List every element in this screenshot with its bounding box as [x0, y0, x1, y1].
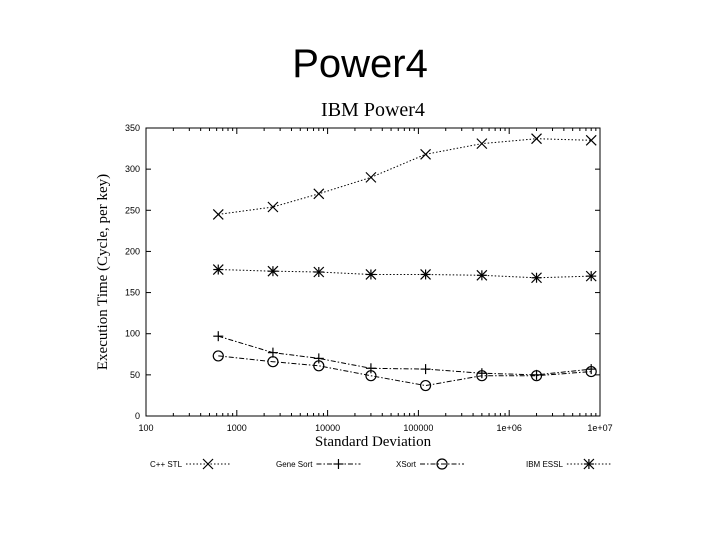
data-point — [420, 269, 432, 280]
y-axis-label: Execution Time (Cycle, per key) — [95, 174, 111, 370]
legend-marker — [583, 458, 595, 470]
legend-item: C++ STL — [150, 458, 231, 470]
data-point — [365, 171, 377, 183]
legend-item: IBM ESSL — [526, 458, 611, 470]
x-tick-label: 100 — [138, 423, 153, 433]
y-tick-label: 200 — [125, 246, 140, 256]
y-tick-label: 0 — [135, 411, 140, 421]
data-point — [585, 270, 597, 282]
data-point — [267, 356, 279, 368]
legend-marker — [333, 459, 344, 469]
x-tick-label: 10000 — [315, 423, 340, 433]
data-point — [530, 370, 543, 382]
y-tick-label: 100 — [125, 329, 140, 339]
y-axis: 0 50 100 150 200 250 300 350 — [125, 123, 600, 421]
data-point — [476, 368, 487, 379]
data-point — [531, 133, 542, 145]
data-point — [212, 350, 224, 362]
series-line — [218, 269, 592, 279]
y-tick-label: 350 — [125, 123, 140, 133]
legend-marker — [436, 458, 448, 470]
data-point — [585, 365, 597, 378]
series-layer — [212, 133, 597, 392]
legend: C++ STL Gene Sort XSort IBM ESSL — [150, 458, 611, 470]
legend-marker — [202, 458, 214, 470]
x-tick-label: 1000 — [227, 423, 247, 433]
data-point — [420, 148, 432, 160]
x-tick-label: 1e+07 — [587, 423, 612, 433]
data-point — [476, 269, 488, 281]
legend-item: XSort — [396, 458, 465, 470]
series-line — [218, 138, 592, 215]
data-point — [267, 347, 278, 358]
y-tick-label: 300 — [125, 164, 140, 174]
data-point — [476, 370, 488, 382]
series-+ — [213, 331, 597, 380]
data-point — [365, 370, 377, 382]
slide-title: Power4 — [292, 42, 428, 86]
legend-item: Gene Sort — [276, 459, 361, 469]
data-point — [531, 369, 542, 380]
y-tick-label: 250 — [125, 205, 140, 215]
data-point — [313, 188, 325, 200]
data-point — [531, 272, 542, 284]
series-x — [212, 133, 597, 220]
data-point — [586, 364, 597, 375]
plot-frame — [145, 127, 601, 417]
legend-label: Gene Sort — [276, 460, 313, 469]
data-point — [267, 265, 279, 277]
x-tick-label: 100000 — [403, 423, 433, 433]
chart-title: IBM Power4 — [321, 99, 425, 121]
series-asterisk — [212, 264, 597, 284]
series-line — [218, 355, 592, 387]
data-point — [420, 364, 431, 375]
data-point — [365, 269, 377, 280]
legend-label: IBM ESSL — [526, 460, 563, 469]
data-point — [585, 134, 597, 146]
legend-label: C++ STL — [150, 460, 183, 469]
data-point — [212, 264, 224, 275]
data-point — [313, 266, 325, 278]
x-axis: 100 1000 10000 100000 1e+06 1e+07 — [138, 128, 613, 433]
data-point — [476, 138, 488, 150]
series-line — [218, 335, 592, 376]
data-point — [212, 208, 224, 220]
legend-label: XSort — [396, 460, 417, 469]
data-point — [365, 363, 376, 374]
data-point — [267, 201, 279, 213]
x-axis-label: Standard Deviation — [315, 434, 432, 450]
series-circle — [212, 350, 597, 392]
data-point — [419, 379, 432, 392]
y-tick-label: 150 — [125, 288, 140, 298]
data-point — [313, 353, 324, 364]
y-tick-label: 50 — [130, 370, 140, 380]
x-tick-label: 1e+06 — [497, 423, 522, 433]
data-point — [213, 331, 224, 342]
data-point — [313, 360, 325, 372]
